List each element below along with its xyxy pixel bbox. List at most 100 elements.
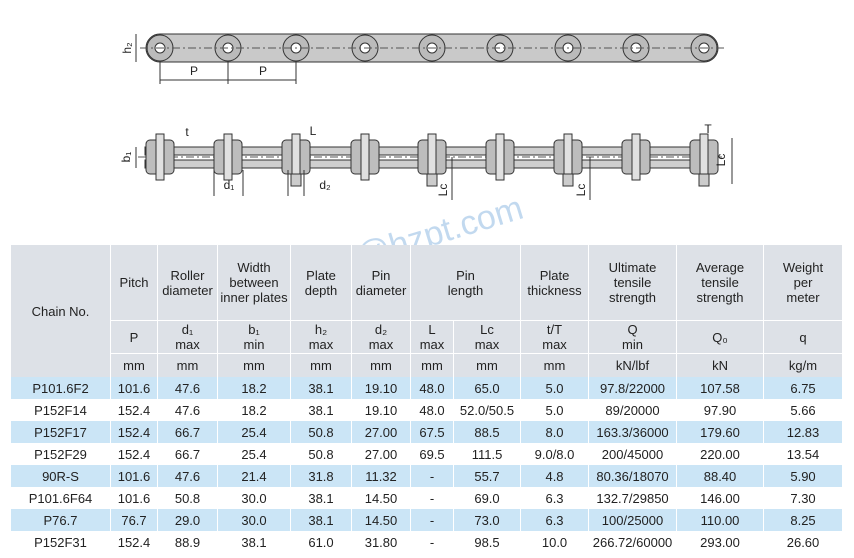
header-cell: Width between inner plates	[217, 245, 291, 321]
cell-line: diameter	[162, 282, 213, 298]
cell-line: Average	[695, 260, 745, 275]
data-cell: 27.00	[351, 421, 411, 443]
symbol-cell: d₂ max	[351, 320, 411, 354]
data-cell: 31.8	[290, 465, 352, 487]
cell-line: Pin	[371, 267, 391, 283]
data-cell: 7.30	[763, 487, 844, 509]
cell-line: depth	[304, 282, 338, 298]
drawing-shape	[155, 133, 165, 181]
data-cell: 31.80	[351, 531, 411, 553]
data-cell: 18.2	[217, 399, 291, 421]
data-cell: 88.9	[157, 531, 218, 553]
data-cell: 66.7	[157, 421, 218, 443]
data-row: P152F31 152.4 88.9 38.1 61.0 31.80-98.5 10.0 26…	[10, 531, 844, 553]
drawing-shape	[563, 133, 573, 181]
data-cell: 5.0	[520, 399, 590, 421]
cell-line: P	[129, 329, 139, 345]
drawing-shape	[223, 133, 233, 181]
data-cell: 90R-S	[10, 465, 111, 487]
data-cell: 89/20000	[588, 399, 678, 421]
dim-label: Lc	[574, 184, 588, 197]
data-cell: 111.5	[452, 443, 522, 465]
cell-line: max	[308, 337, 334, 352]
drawing-shape	[291, 133, 301, 181]
cell-line: max	[474, 337, 500, 352]
data-cell: 48.0	[410, 377, 454, 399]
data-cell: 30.0	[217, 487, 291, 509]
data-row: P76.7 76.7 29.0 30.0 38.1 14.50-73.0 6.3 100/25…	[10, 509, 844, 531]
chain-shapes	[135, 33, 733, 200]
data-cell: 38.1	[290, 509, 352, 531]
cell-line: Plate	[539, 267, 570, 283]
data-cell: 61.0	[290, 531, 352, 553]
data-cell: 10.0	[520, 531, 590, 553]
data-cell: 47.6	[157, 399, 218, 421]
data-cell: 47.6	[157, 377, 218, 399]
dim-label: P	[259, 64, 267, 78]
dim-label: h₂	[120, 42, 134, 54]
cell-line: Pin	[456, 267, 475, 283]
data-cell: 152.4	[110, 443, 158, 465]
dim-label: t	[185, 125, 189, 139]
header-cell: Plate depth	[290, 245, 352, 321]
header-cell: Ultimate tensile strength	[588, 245, 678, 321]
data-cell: 5.66	[763, 399, 844, 421]
data-row: P152F17 152.4 66.7 25.4 50.8 27.00 67.5 88.5 8.0…	[10, 421, 844, 443]
data-cell: 14.50	[351, 487, 411, 509]
unit-cell: mm	[452, 353, 522, 377]
header-cell: Average tensile strength	[676, 245, 765, 321]
data-cell: 107.58	[676, 377, 765, 399]
cell-line: b₁	[248, 322, 260, 337]
data-cell: 101.6	[110, 487, 158, 509]
data-cell: 26.60	[763, 531, 844, 553]
data-row: P101.6F2 101.6 47.6 18.2 38.1 19.10 48.0 65.0 5.…	[10, 377, 844, 399]
data-cell: 5.0	[520, 377, 590, 399]
cell-line: meter	[786, 290, 820, 305]
cell-line: min	[622, 337, 643, 352]
data-cell: 38.1	[217, 531, 291, 553]
cell-line: Width	[237, 260, 271, 275]
data-cell: 152.4	[110, 399, 158, 421]
data-cell: 146.00	[676, 487, 765, 509]
data-cell: 98.5	[452, 531, 522, 553]
dim-label: b₁	[119, 152, 133, 163]
data-cell: 30.0	[217, 509, 291, 531]
symbol-cell: P	[110, 320, 158, 354]
data-cell: 69.0	[452, 487, 522, 509]
cell-line: max	[368, 337, 394, 352]
unit-cell: mm	[351, 353, 411, 377]
cell-line: Chain No.	[31, 303, 90, 319]
data-cell: 200/45000	[588, 443, 678, 465]
header-cell: Pin length	[409, 245, 522, 321]
header-cell: Pin diameter	[351, 245, 411, 321]
data-cell: 101.6	[110, 377, 158, 399]
cell-line: d₁	[181, 322, 194, 337]
data-cell: 19.10	[351, 399, 411, 421]
cell-line: Pitch	[119, 275, 149, 290]
dim-label: d₁	[224, 178, 235, 192]
cell-line: Weight	[782, 260, 824, 275]
data-cell: 220.00	[676, 443, 765, 465]
drawing-shape	[562, 173, 574, 187]
data-cell: 4.8	[520, 465, 590, 487]
unit-cell: mm	[290, 353, 352, 377]
data-cell: 110.00	[676, 509, 765, 531]
unit-cell: kN/lbf	[588, 353, 678, 377]
data-row: 90R-S 101.6 47.6 21.4 31.8 11.32-55.7 4.8 80.36…	[10, 465, 844, 487]
drawing-shape	[426, 173, 438, 187]
drawing-shape	[699, 133, 709, 181]
data-cell: 25.4	[217, 443, 291, 465]
data-cell: 179.60	[676, 421, 765, 443]
symbol-cell: d₁ max	[157, 320, 218, 354]
data-row: P152F29 152.4 66.7 25.4 50.8 27.00 69.5 111.5 9.…	[10, 443, 844, 465]
data-cell: 152.4	[110, 531, 158, 553]
unit-cell: mm	[520, 353, 590, 377]
dim-label: T	[704, 122, 712, 136]
cell-line: Roller	[170, 267, 205, 283]
drawing-shape	[290, 173, 302, 187]
cell-line: max	[542, 337, 567, 352]
header-cell: Chain No.	[10, 245, 111, 377]
data-cell: 88.40	[676, 465, 765, 487]
